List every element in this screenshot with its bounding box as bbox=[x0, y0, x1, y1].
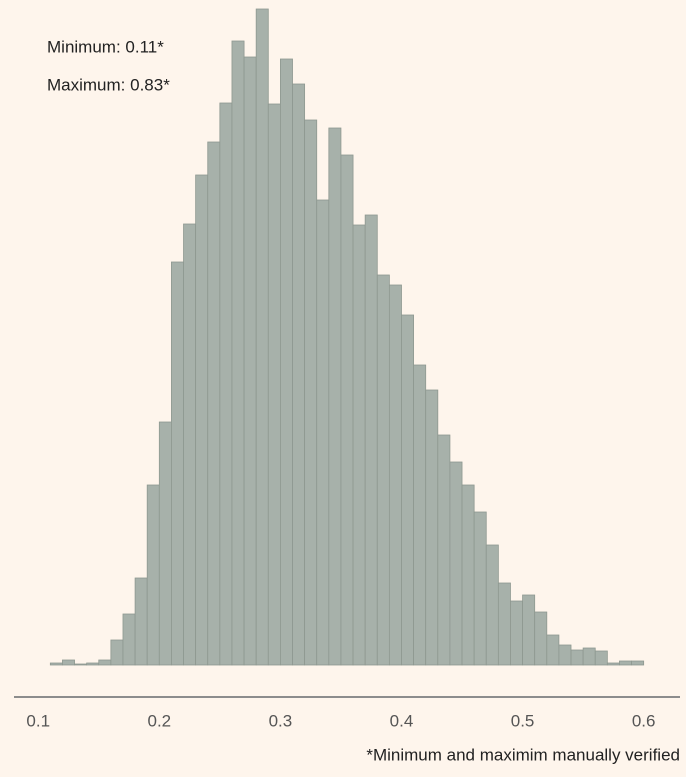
bar bbox=[134, 577, 148, 666]
bar bbox=[594, 650, 608, 666]
bar bbox=[86, 662, 100, 666]
bar bbox=[231, 40, 245, 666]
bar bbox=[255, 8, 269, 666]
bar bbox=[558, 644, 572, 666]
bar bbox=[316, 199, 330, 666]
bar bbox=[304, 119, 318, 666]
bar bbox=[401, 314, 414, 666]
x-tick-label: 0.5 bbox=[511, 711, 535, 730]
bar bbox=[195, 174, 209, 666]
footnote: *Minimum and maximim manually verified bbox=[366, 745, 680, 764]
bar bbox=[207, 141, 221, 666]
bar bbox=[279, 58, 293, 666]
bar bbox=[461, 484, 475, 666]
bar bbox=[158, 421, 172, 666]
bar bbox=[449, 461, 463, 666]
x-tick-label: 0.2 bbox=[147, 711, 171, 730]
bar bbox=[413, 364, 427, 666]
bar bbox=[219, 102, 233, 666]
bar bbox=[292, 83, 306, 666]
bar bbox=[619, 660, 632, 666]
bar bbox=[570, 649, 584, 666]
bar bbox=[631, 660, 645, 666]
bar bbox=[340, 154, 354, 666]
bar bbox=[425, 389, 439, 666]
bar bbox=[388, 284, 402, 666]
bar bbox=[522, 594, 536, 666]
bar bbox=[74, 663, 88, 666]
bar bbox=[582, 647, 596, 666]
bar bbox=[146, 484, 160, 666]
bar bbox=[510, 600, 523, 666]
x-tick-label: 0.1 bbox=[26, 711, 50, 730]
bar bbox=[534, 611, 548, 666]
bar bbox=[62, 659, 75, 666]
bar bbox=[183, 223, 197, 666]
bar bbox=[171, 261, 184, 666]
annotation: Maximum: 0.83* bbox=[47, 75, 170, 94]
bar bbox=[98, 659, 112, 666]
bar bbox=[497, 582, 511, 666]
bar bbox=[485, 544, 499, 666]
bar bbox=[122, 613, 136, 666]
bar bbox=[437, 434, 451, 666]
bar bbox=[267, 103, 281, 666]
bar bbox=[473, 511, 487, 666]
bar bbox=[546, 634, 560, 666]
bar bbox=[376, 274, 390, 666]
annotation: Minimum: 0.11* bbox=[47, 37, 164, 56]
bar bbox=[328, 127, 342, 666]
bar bbox=[49, 662, 63, 666]
bar bbox=[364, 214, 378, 666]
bar bbox=[110, 639, 124, 666]
bar bbox=[352, 224, 366, 666]
bar bbox=[243, 56, 257, 666]
x-tick-label: 0.6 bbox=[632, 711, 656, 730]
bar bbox=[606, 662, 620, 666]
x-tick-label: 0.4 bbox=[390, 711, 414, 730]
x-tick-label: 0.3 bbox=[269, 711, 293, 730]
